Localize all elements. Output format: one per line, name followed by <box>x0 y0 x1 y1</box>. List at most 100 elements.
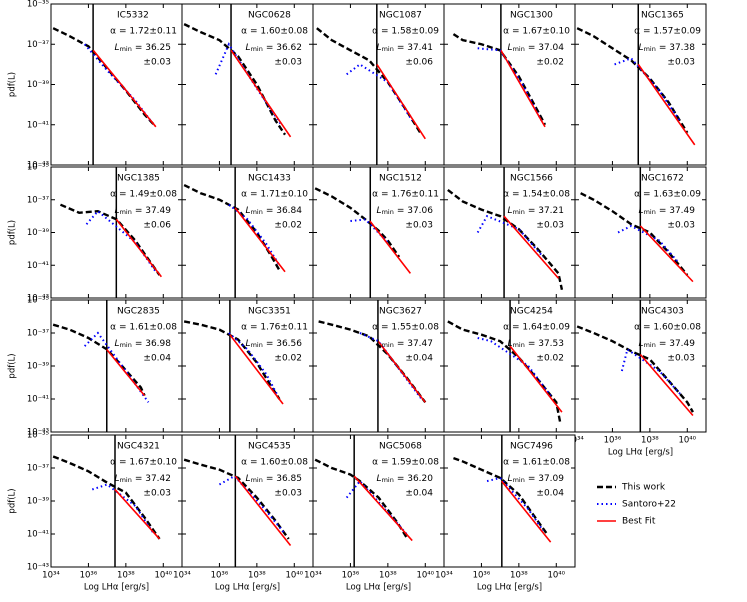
lmin-symbol: L <box>246 206 251 216</box>
lmin-value: = 36.25 <box>135 43 171 53</box>
series-line <box>183 320 281 400</box>
panel-title: NGC5068 <box>379 442 422 452</box>
x-axis-label: Log LHα [erg/s] <box>608 448 673 458</box>
series-line <box>509 345 563 413</box>
series-line <box>92 49 157 128</box>
alpha-text: α = 1.71±0.10 <box>241 190 308 200</box>
lmin-sub: min <box>644 208 656 216</box>
alpha-text: α = 1.60±0.08 <box>241 458 308 468</box>
lmin-symbol: L <box>377 474 382 484</box>
alpha-text: α = 1.67±0.10 <box>503 27 570 37</box>
panel: NGC1300 α = 1.67±0.10 Lmin = 37.04 ±0.02 <box>443 3 576 166</box>
panel-title: NGC1087 <box>379 11 422 21</box>
panel-title: NGC3351 <box>248 307 291 317</box>
series-line <box>576 27 689 134</box>
alpha-text: α = 1.76±0.11 <box>241 323 308 333</box>
lmin-sub: min <box>644 45 656 53</box>
x-tick-label: 10³⁸ <box>248 571 266 581</box>
panel: NGC1433 α = 1.71±0.10 Lmin = 36.84 ±0.02 <box>181 166 314 299</box>
lmin-text: Lmin = 36.20 <box>377 474 434 485</box>
series-line <box>503 215 560 279</box>
lmin-text: Lmin = 37.41 <box>377 43 433 54</box>
lmin-text: Lmin = 37.49 <box>639 339 696 350</box>
lmin-value: = 36.98 <box>135 339 171 349</box>
lmin-error: ±0.03 <box>667 58 695 68</box>
lmin-value: = 37.41 <box>397 43 433 53</box>
x-axis-label: Log LHα [erg/s] <box>477 583 542 593</box>
series-line <box>52 455 161 540</box>
y-tick-label: 10⁻³⁹ <box>27 80 50 90</box>
lmin-sub: min <box>513 341 525 349</box>
x-tick-label: 10⁴⁰ <box>678 436 696 446</box>
alpha-text: α = 1.55±0.08 <box>372 323 439 333</box>
lmin-sub: min <box>251 476 263 484</box>
panel-title: NGC0628 <box>248 11 291 21</box>
series-line <box>230 49 292 138</box>
series-line <box>229 334 284 405</box>
series-line <box>447 188 564 290</box>
lmin-value: = 36.84 <box>266 206 302 216</box>
series-line <box>218 474 286 535</box>
series-line <box>314 187 401 258</box>
lmin-symbol: L <box>639 339 644 349</box>
series-line <box>183 458 290 540</box>
alpha-text: α = 1.60±0.08 <box>241 27 308 37</box>
panel: NGC4303 α = 1.60±0.08 Lmin = 37.49 ±0.03 <box>574 299 707 433</box>
alpha-text: α = 1.72±0.11 <box>110 27 177 37</box>
x-tick-label: 10³⁴ <box>173 571 191 581</box>
lmin-symbol: L <box>115 43 120 53</box>
series-line <box>234 475 292 547</box>
series-line <box>106 348 146 397</box>
y-tick-label: 10⁻⁴³ <box>27 563 49 573</box>
panel-frame <box>50 299 183 433</box>
panel: NGC5068 α = 1.59±0.08 Lmin = 36.20 ±0.04 <box>312 434 445 568</box>
series-line <box>314 458 408 538</box>
x-axis-label: Log LHα [erg/s] <box>215 583 280 593</box>
panel: NGC4535 α = 1.60±0.08 Lmin = 36.85 ±0.03 <box>181 434 314 568</box>
series-line <box>500 49 546 128</box>
lmin-error: ±0.03 <box>667 221 695 231</box>
panel: NGC1365 α = 1.57±0.09 Lmin = 37.38 ±0.03 <box>574 3 707 166</box>
panel-title: NGC1433 <box>248 174 291 184</box>
panel-frame <box>50 3 183 166</box>
y-axis-label: pdf(L) <box>8 72 18 97</box>
series-line <box>576 325 694 413</box>
y-tick-label: 10⁻⁴¹ <box>27 530 49 540</box>
alpha-text: α = 1.61±0.08 <box>110 323 177 333</box>
lmin-value: = 37.09 <box>528 474 564 484</box>
lmin-text: Lmin = 37.09 <box>508 474 565 485</box>
x-tick-label: 10³⁸ <box>510 571 528 581</box>
y-axis-label: pdf(L) <box>8 488 18 513</box>
lmin-symbol: L <box>246 474 251 484</box>
y-axis-label: pdf(L) <box>8 220 18 245</box>
lmin-value: = 37.38 <box>659 43 695 53</box>
lmin-symbol: L <box>508 206 513 216</box>
panel: NGC3351 α = 1.76±0.11 Lmin = 36.56 ±0.02 <box>181 299 314 433</box>
lmin-text: Lmin = 37.53 <box>508 339 564 350</box>
lmin-symbol: L <box>377 339 382 349</box>
panel-frame <box>443 434 576 568</box>
lmin-error: ±0.02 <box>274 354 302 364</box>
lmin-symbol: L <box>115 474 120 484</box>
panel-frame <box>181 299 314 433</box>
series-line <box>369 220 412 274</box>
x-tick-label: 10³⁶ <box>80 571 98 581</box>
lmin-text: Lmin = 36.25 <box>115 43 171 54</box>
panel: NGC3627 α = 1.55±0.08 Lmin = 37.47 ±0.04 <box>312 299 445 433</box>
lmin-sub: min <box>513 45 525 53</box>
y-tick-label: 10⁻³⁵ <box>27 0 49 10</box>
panel: NGC2835 α = 1.61±0.08 Lmin = 36.98 ±0.04 <box>50 299 183 433</box>
y-tick-label: 10⁻⁴³ <box>27 294 49 304</box>
lmin-error: ±0.03 <box>143 58 171 68</box>
series-line <box>85 209 157 273</box>
panel-title: NGC1365 <box>641 11 684 21</box>
lmin-value: = 37.04 <box>528 43 564 53</box>
lmin-sub: min <box>120 208 132 216</box>
series-line <box>376 63 426 140</box>
panel-frame <box>50 434 183 568</box>
panel-title: NGC1672 <box>641 174 684 184</box>
y-tick-label: 10⁻³⁷ <box>27 195 50 205</box>
lmin-error: ±0.03 <box>667 354 695 364</box>
alpha-text: α = 1.63±0.09 <box>634 190 701 200</box>
lmin-sub: min <box>251 208 263 216</box>
